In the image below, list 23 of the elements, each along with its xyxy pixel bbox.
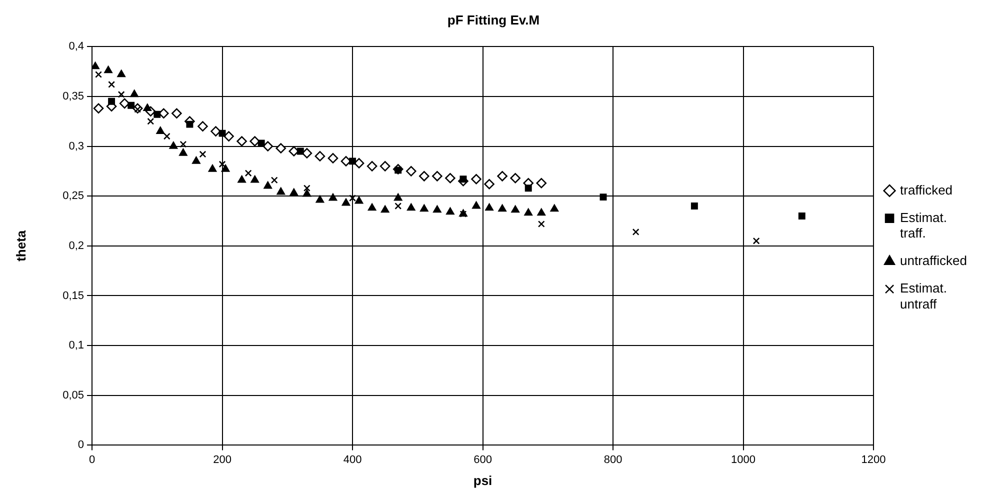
- x-tick-label: 200: [213, 454, 232, 466]
- chart-title: pF Fitting Ev.M: [447, 12, 540, 28]
- x-tick-label: 1200: [861, 454, 886, 466]
- legend-label: Estimat. traff.: [900, 210, 947, 240]
- y-tick-label: 0,1: [68, 340, 84, 352]
- x-tick-label: 400: [343, 454, 362, 466]
- y-tick-label: 0,15: [62, 290, 84, 302]
- x-tick-label: 800: [604, 454, 622, 466]
- y-axis-title: theta: [13, 230, 28, 262]
- y-tick-label: 0,3: [68, 140, 84, 152]
- y-tick-label: 0,05: [62, 389, 84, 402]
- y-tick-label: 0,4: [68, 40, 84, 53]
- y-tick-label: 0,35: [62, 90, 84, 102]
- legend-label: untrafficked: [900, 253, 967, 268]
- legend-label: Estimat. untraff: [900, 280, 947, 312]
- x-tick-label: 0: [88, 454, 96, 466]
- y-tick-label: 0,25: [62, 190, 84, 202]
- x-axis-title: psi: [473, 472, 492, 488]
- legend-label: trafficked: [900, 182, 953, 198]
- y-tick-label: 0,2: [68, 240, 84, 252]
- y-tick-label: 0: [78, 439, 84, 452]
- x-tick-label: 600: [474, 454, 492, 466]
- x-tick-label: 1000: [731, 454, 756, 466]
